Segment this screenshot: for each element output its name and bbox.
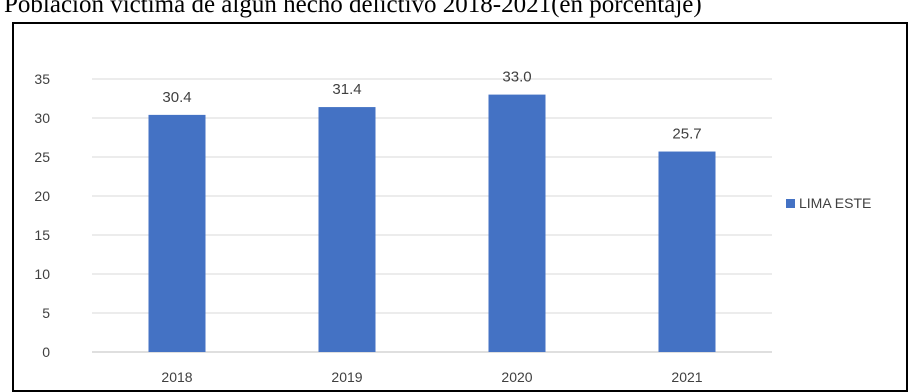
x-tick-label: 2019 (331, 369, 362, 385)
bar (488, 94, 546, 352)
y-tick-label: 20 (34, 188, 50, 204)
y-tick-label: 10 (34, 266, 50, 282)
bar (318, 107, 376, 352)
y-tick-label: 5 (42, 305, 50, 321)
x-tick-label: 2018 (161, 369, 192, 385)
legend-swatch (786, 199, 795, 208)
data-label: 33.0 (502, 69, 531, 86)
data-label: 25.7 (672, 126, 701, 143)
data-label: 30.4 (162, 89, 191, 106)
y-tick-label: 15 (34, 227, 50, 243)
bar (148, 114, 206, 352)
y-tick-label: 25 (34, 149, 50, 165)
bar (658, 151, 716, 352)
x-tick-label: 2021 (671, 369, 702, 385)
y-tick-label: 30 (34, 110, 50, 126)
x-tick-label: 2020 (501, 369, 532, 385)
legend-label: LIMA ESTE (799, 195, 871, 211)
y-tick-label: 35 (34, 71, 50, 87)
chart-title: Población víctima de algún hecho delicti… (4, 0, 702, 18)
y-tick-label: 0 (42, 344, 50, 360)
data-label: 31.4 (332, 81, 361, 98)
